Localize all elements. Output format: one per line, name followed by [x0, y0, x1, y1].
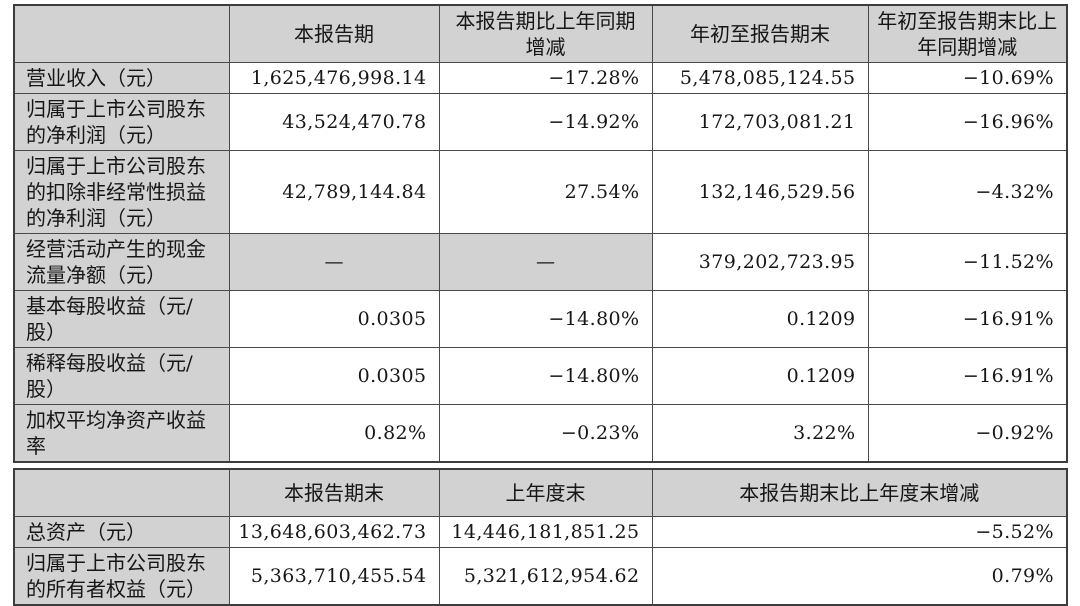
value-cell: −16.91%: [867, 290, 1068, 348]
header-ytd-yoy-change: 年初至报告期末比上 年同期增减: [867, 4, 1068, 63]
header-blank-cell: [13, 468, 230, 517]
value-cell: 5,478,085,124.55: [651, 62, 869, 94]
value-cell: −14.80%: [438, 347, 653, 405]
value-cell: 379,202,723.95: [651, 233, 869, 291]
value-cell: −16.91%: [867, 347, 1068, 405]
row-label: 经营活动产生的现金 流量净额（元）: [13, 233, 230, 291]
table-row-total-assets: 总资产（元） 13,648,603,462.73 14,446,181,851.…: [13, 515, 1068, 548]
row-label: 归属于上市公司股东 的所有者权益（元）: [13, 546, 230, 605]
header-prior-year-end: 上年度末: [438, 468, 653, 517]
row-label: 归属于上市公司股东 的净利润（元）: [13, 93, 230, 151]
empty-dash-cell: —: [228, 233, 440, 291]
value-cell: 1,625,476,998.14: [228, 62, 440, 94]
table-row-shareholders-equity: 归属于上市公司股东 的所有者权益（元） 5,363,710,455.54 5,3…: [13, 546, 1068, 605]
value-cell: 132,146,529.56: [651, 150, 869, 234]
table-row-operating-cash-flow: 经营活动产生的现金 流量净额（元） — — 379,202,723.95 −11…: [13, 233, 1068, 291]
header-blank-cell: [13, 4, 230, 63]
table-row-weighted-avg-roe: 加权平均净资产收益 率 0.82% −0.23% 3.22% −0.92%: [13, 404, 1068, 463]
table-row-net-profit: 归属于上市公司股东 的净利润（元） 43,524,470.78 −14.92% …: [13, 93, 1068, 151]
value-cell: 5,363,710,455.54: [228, 546, 440, 605]
table-row-revenue: 营业收入（元） 1,625,476,998.14 −17.28% 5,478,0…: [13, 62, 1068, 94]
value-cell: −4.32%: [867, 150, 1068, 234]
header-yoy-change: 本报告期比上年同期 增减: [438, 4, 653, 63]
value-cell: 0.0305: [228, 290, 440, 348]
row-label: 加权平均净资产收益 率: [13, 404, 230, 463]
value-cell: 0.1209: [651, 290, 869, 348]
value-cell: −11.52%: [867, 233, 1068, 291]
value-cell: 0.82%: [228, 404, 440, 463]
row-label: 归属于上市公司股东 的扣除非经常性损益 的净利润（元）: [13, 150, 230, 234]
table-header-row: 本报告期 本报告期比上年同期 增减 年初至报告期末 年初至报告期末比上 年同期增…: [13, 4, 1068, 63]
value-cell: −5.52%: [651, 515, 1068, 548]
value-cell: −17.28%: [438, 62, 653, 94]
value-cell: −14.92%: [438, 93, 653, 151]
empty-dash-cell: —: [438, 233, 653, 291]
value-cell: −0.92%: [867, 404, 1068, 463]
header-period-end: 本报告期末: [228, 468, 440, 517]
header-period-end-change: 本报告期末比上年度末增减: [651, 468, 1068, 517]
value-cell: −16.96%: [867, 93, 1068, 151]
value-cell: 3.22%: [651, 404, 869, 463]
period-end-financials-table: 本报告期末 上年度末 本报告期末比上年度末增减 总资产（元） 13,648,60…: [13, 468, 1068, 606]
header-current-period: 本报告期: [228, 4, 440, 63]
value-cell: 5,321,612,954.62: [438, 546, 653, 605]
value-cell: −0.23%: [438, 404, 653, 463]
table-row-diluted-eps: 稀释每股收益（元/ 股） 0.0305 −14.80% 0.1209 −16.9…: [13, 347, 1068, 405]
table-header-row: 本报告期末 上年度末 本报告期末比上年度末增减: [13, 468, 1068, 517]
value-cell: −10.69%: [867, 62, 1068, 94]
row-label: 总资产（元）: [13, 515, 230, 548]
value-cell: 13,648,603,462.73: [228, 515, 440, 548]
table-row-net-profit-excl-nonrecurring: 归属于上市公司股东 的扣除非经常性损益 的净利润（元） 42,789,144.8…: [13, 150, 1068, 234]
table-row-basic-eps: 基本每股收益（元/ 股） 0.0305 −14.80% 0.1209 −16.9…: [13, 290, 1068, 348]
key-financials-table: 本报告期 本报告期比上年同期 增减 年初至报告期末 年初至报告期末比上 年同期增…: [13, 4, 1068, 463]
value-cell: 0.79%: [651, 546, 1068, 605]
header-ytd: 年初至报告期末: [651, 4, 869, 63]
row-label: 营业收入（元）: [13, 62, 230, 94]
value-cell: 42,789,144.84: [228, 150, 440, 234]
value-cell: 14,446,181,851.25: [438, 515, 653, 548]
value-cell: 0.0305: [228, 347, 440, 405]
value-cell: −14.80%: [438, 290, 653, 348]
value-cell: 27.54%: [438, 150, 653, 234]
value-cell: 0.1209: [651, 347, 869, 405]
row-label: 基本每股收益（元/ 股）: [13, 290, 230, 348]
row-label: 稀释每股收益（元/ 股）: [13, 347, 230, 405]
value-cell: 172,703,081.21: [651, 93, 869, 151]
financial-report-page: 本报告期 本报告期比上年同期 增减 年初至报告期末 年初至报告期末比上 年同期增…: [13, 4, 1068, 606]
value-cell: 43,524,470.78: [228, 93, 440, 151]
